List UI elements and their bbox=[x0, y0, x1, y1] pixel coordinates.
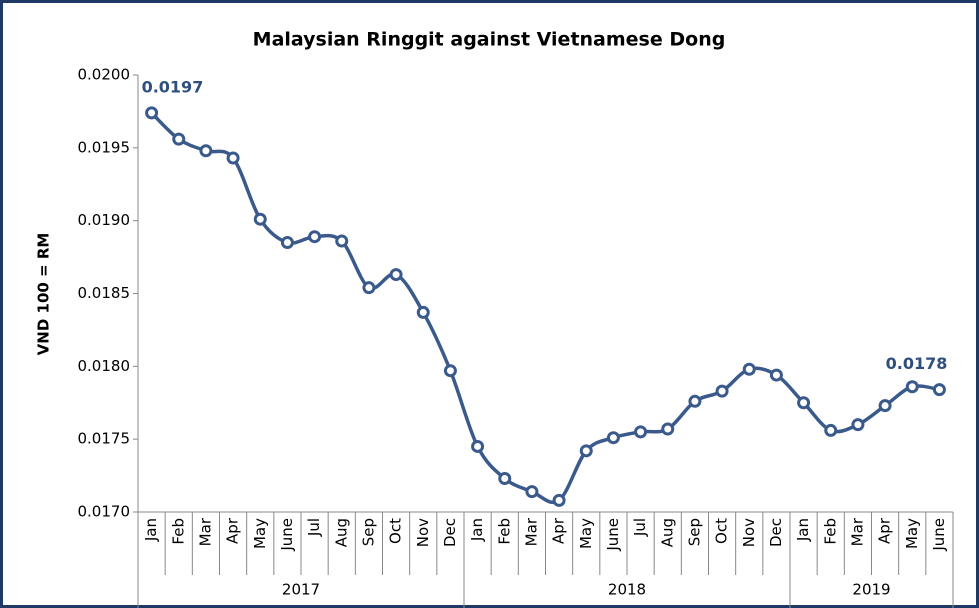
x-tick-label: Apr bbox=[876, 517, 894, 544]
x-tick-label: Sep bbox=[359, 518, 377, 546]
marker bbox=[199, 144, 213, 158]
marker bbox=[824, 423, 838, 437]
x-tick-label: Jul bbox=[305, 518, 323, 537]
marker bbox=[634, 425, 648, 439]
x-tick-label: May bbox=[251, 518, 269, 549]
x-tick-label: Feb bbox=[495, 518, 513, 545]
y-tick-label: 0.0190 bbox=[78, 211, 131, 229]
x-tick-label: Apr bbox=[224, 517, 242, 544]
marker bbox=[715, 384, 729, 398]
x-tick-label: June bbox=[278, 518, 296, 552]
x-tick-label: Oct bbox=[713, 518, 731, 544]
group-label: 2017 bbox=[282, 581, 320, 599]
group-label: 2019 bbox=[852, 581, 890, 599]
marker bbox=[769, 368, 783, 382]
marker bbox=[416, 305, 430, 319]
y-tick-label: 0.0175 bbox=[78, 430, 131, 448]
x-tick-label: June bbox=[604, 518, 622, 552]
x-tick-label: Sep bbox=[685, 518, 703, 546]
y-tick-label: 0.0185 bbox=[78, 284, 131, 302]
marker bbox=[280, 236, 294, 250]
marker bbox=[661, 422, 675, 436]
value-label: 0.0197 bbox=[142, 77, 204, 96]
marker bbox=[498, 471, 512, 485]
x-tick-label: Feb bbox=[821, 518, 839, 545]
marker bbox=[851, 418, 865, 432]
marker bbox=[742, 362, 756, 376]
marker bbox=[253, 212, 267, 226]
x-tick-label: Aug bbox=[658, 518, 676, 547]
y-tick-label: 0.0170 bbox=[78, 503, 131, 521]
value-label: 0.0178 bbox=[886, 354, 948, 373]
marker bbox=[362, 281, 376, 295]
y-tick-label: 0.0180 bbox=[78, 357, 131, 375]
marker bbox=[797, 396, 811, 410]
chart-title: Malaysian Ringgit against Vietnamese Don… bbox=[253, 29, 726, 51]
marker bbox=[172, 132, 186, 146]
marker bbox=[389, 268, 403, 282]
y-tick-label: 0.0200 bbox=[78, 66, 131, 84]
marker bbox=[145, 106, 159, 120]
marker bbox=[688, 394, 702, 408]
x-tick-label: Mar bbox=[848, 517, 866, 546]
x-tick-label: June bbox=[930, 518, 948, 552]
x-tick-label: Mar bbox=[522, 517, 540, 546]
x-tick-label: May bbox=[577, 518, 595, 549]
marker bbox=[308, 230, 322, 244]
marker bbox=[471, 439, 485, 453]
y-tick-label: 0.0195 bbox=[78, 138, 131, 156]
x-tick-label: Jul bbox=[631, 518, 649, 537]
y-axis-title: VND 100 = RM bbox=[35, 233, 53, 356]
x-tick-label: Jan bbox=[468, 518, 486, 542]
x-tick-label: Feb bbox=[169, 518, 187, 545]
x-tick-label: Dec bbox=[767, 518, 785, 547]
marker bbox=[878, 399, 892, 413]
x-tick-label: Jan bbox=[794, 518, 812, 542]
marker bbox=[932, 383, 946, 397]
x-tick-label: Apr bbox=[550, 517, 568, 544]
x-tick-label: Nov bbox=[414, 518, 432, 547]
x-tick-label: Aug bbox=[332, 518, 350, 547]
x-tick-label: May bbox=[903, 518, 921, 549]
x-tick-label: Dec bbox=[441, 518, 459, 547]
x-tick-label: Nov bbox=[740, 518, 758, 547]
x-tick-label: Jan bbox=[142, 518, 160, 542]
group-label: 2018 bbox=[608, 581, 646, 599]
marker bbox=[579, 444, 593, 458]
marker bbox=[525, 485, 539, 499]
x-tick-label: Mar bbox=[196, 517, 214, 546]
marker bbox=[552, 493, 566, 507]
marker bbox=[335, 234, 349, 248]
marker bbox=[905, 380, 919, 394]
marker bbox=[443, 364, 457, 378]
marker bbox=[606, 431, 620, 445]
marker bbox=[226, 151, 240, 165]
x-tick-label: Oct bbox=[387, 518, 405, 544]
